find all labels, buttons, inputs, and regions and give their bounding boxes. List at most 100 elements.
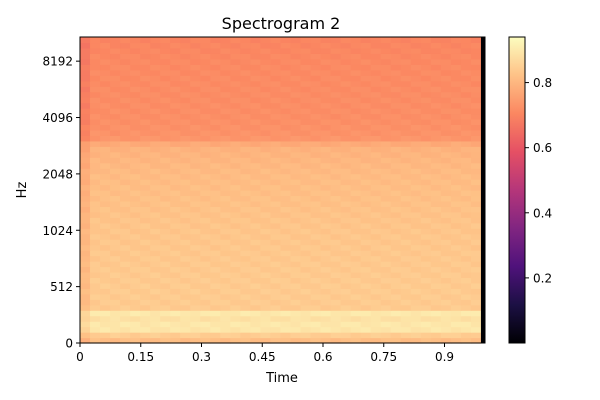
heatmap-cell — [200, 250, 211, 257]
heatmap-cell — [100, 146, 111, 153]
heatmap-cell — [90, 75, 101, 82]
heatmap-cell — [350, 211, 362, 218]
heatmap-cell — [260, 250, 272, 257]
heatmap-cell — [410, 80, 422, 87]
heatmap-cell — [140, 321, 151, 328]
heatmap-cell — [400, 211, 412, 218]
heatmap-cell — [140, 239, 151, 246]
heatmap-cell — [150, 315, 161, 322]
heatmap-cell — [250, 299, 262, 306]
heatmap-cell — [350, 64, 362, 71]
heatmap-cell — [110, 151, 121, 158]
heatmap-cell — [470, 129, 482, 136]
heatmap-cell — [80, 58, 91, 65]
heatmap-cell — [180, 326, 191, 333]
heatmap-cell — [230, 195, 241, 202]
heatmap-cell — [80, 151, 91, 158]
heatmap-cell — [440, 255, 452, 262]
heatmap-cell — [360, 195, 372, 202]
heatmap-cell — [240, 75, 251, 82]
heatmap-cell — [360, 228, 372, 235]
heatmap-cell — [410, 271, 422, 279]
heatmap-cell — [100, 195, 111, 202]
heatmap-cell — [470, 299, 482, 306]
heatmap-cell — [180, 277, 191, 284]
heatmap-cell — [370, 277, 382, 284]
heatmap-cell — [260, 173, 272, 180]
heatmap-cell — [140, 337, 151, 344]
heatmap-cell — [320, 222, 332, 229]
heatmap-cell — [200, 97, 211, 104]
heatmap-cell — [150, 58, 161, 65]
heatmap-cell — [380, 47, 392, 54]
heatmap-cell — [250, 190, 262, 197]
heatmap-cell — [220, 337, 231, 344]
heatmap-cell — [120, 244, 131, 251]
heatmap-cell — [200, 310, 211, 317]
heatmap-cell — [320, 53, 332, 60]
heatmap-cell — [300, 113, 312, 120]
heatmap-cell — [270, 129, 282, 136]
heatmap-cell — [160, 69, 171, 76]
heatmap-cell — [340, 217, 352, 224]
heatmap-cell — [340, 288, 352, 295]
heatmap-cell — [420, 58, 432, 65]
heatmap-cell — [260, 332, 272, 339]
heatmap-cell — [100, 255, 111, 262]
heatmap-cell — [110, 157, 121, 164]
heatmap-cell — [380, 157, 392, 164]
heatmap-cell — [160, 184, 171, 191]
heatmap-cell — [210, 233, 221, 240]
heatmap-cell — [260, 233, 272, 240]
heatmap-cell — [360, 271, 372, 279]
heatmap-cell — [210, 47, 221, 54]
heatmap-cell — [450, 151, 462, 158]
heatmap-cell — [400, 179, 412, 186]
heatmap-cell — [300, 261, 312, 268]
heatmap-cell — [110, 288, 121, 295]
heatmap-cell — [410, 118, 422, 126]
heatmap-cell — [340, 108, 352, 115]
heatmap-cell — [430, 293, 442, 300]
heatmap-cell — [460, 233, 472, 240]
heatmap-cell — [100, 326, 111, 333]
heatmap-cell — [260, 310, 272, 317]
heatmap-cell — [430, 75, 442, 82]
heatmap-cell — [310, 255, 322, 262]
heatmap-cell — [340, 53, 352, 60]
heatmap-cell — [300, 168, 312, 175]
heatmap-cell — [350, 129, 362, 136]
heatmap-cell — [410, 326, 422, 333]
heatmap-cell — [410, 310, 422, 317]
heatmap-cell — [400, 293, 412, 300]
heatmap-cell — [420, 168, 432, 175]
heatmap-cell — [420, 293, 432, 300]
heatmap-cell — [390, 69, 402, 76]
heatmap-cell — [250, 184, 262, 191]
heatmap-cell — [120, 53, 131, 60]
heatmap-cell — [90, 53, 101, 60]
heatmap-cell — [380, 222, 392, 229]
heatmap-cell — [430, 255, 442, 262]
heatmap-cell — [340, 299, 352, 306]
heatmap-cell — [460, 266, 472, 273]
heatmap-cell — [230, 299, 241, 306]
heatmap-cell — [170, 80, 181, 87]
heatmap-cell — [130, 157, 141, 164]
heatmap-cell — [90, 239, 101, 246]
heatmap-cell — [180, 261, 191, 268]
heatmap-cell — [400, 157, 412, 164]
heatmap-cell — [90, 58, 101, 65]
heatmap-cell — [370, 271, 382, 279]
heatmap-cell — [420, 118, 432, 126]
heatmap-cell — [80, 233, 91, 240]
heatmap-cell — [410, 332, 422, 339]
heatmap-cell — [260, 179, 272, 186]
heatmap-cell — [360, 97, 372, 104]
heatmap-cell — [160, 282, 171, 289]
heatmap-cell — [390, 75, 402, 82]
heatmap-cell — [410, 244, 422, 251]
heatmap-cell — [320, 118, 332, 126]
heatmap-cell — [90, 206, 101, 213]
heatmap-cell — [240, 108, 251, 115]
